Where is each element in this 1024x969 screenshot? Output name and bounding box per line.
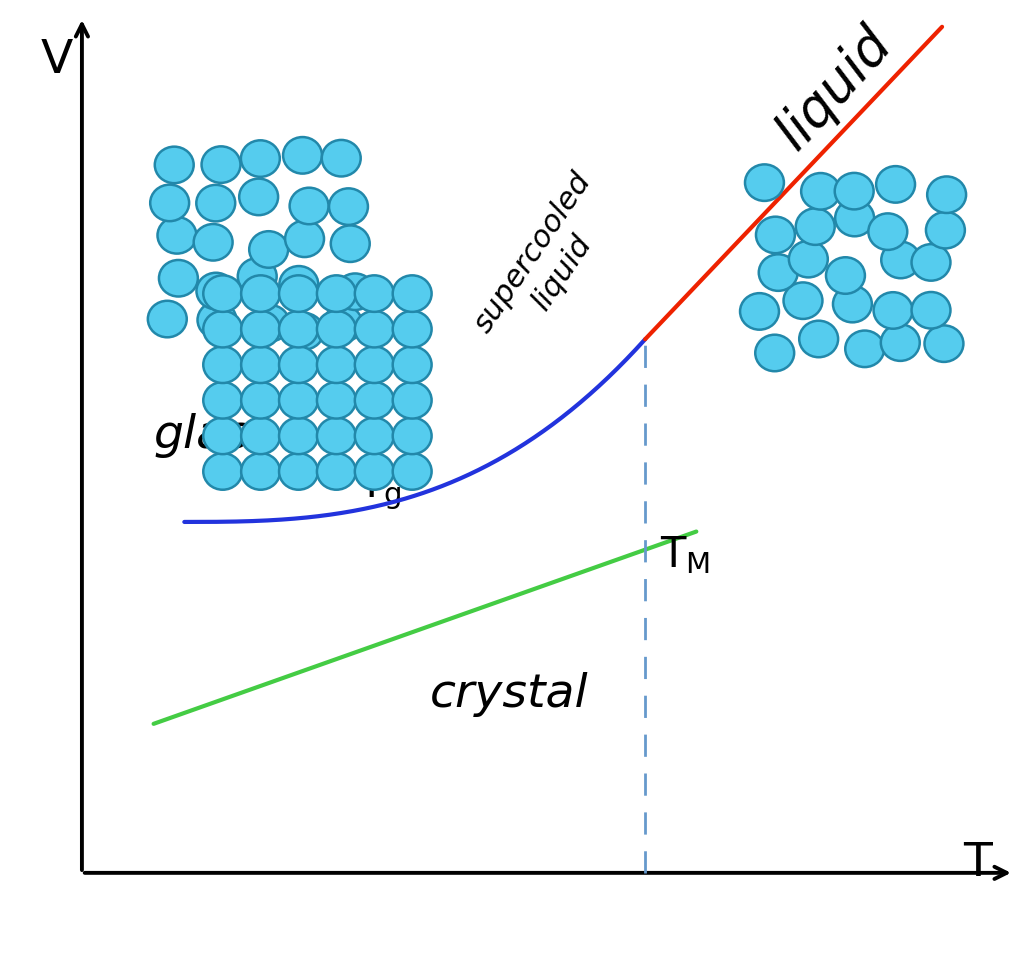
- Text: glass: glass: [154, 413, 275, 458]
- Circle shape: [911, 292, 950, 328]
- Circle shape: [354, 382, 393, 419]
- Circle shape: [242, 418, 281, 454]
- Circle shape: [835, 172, 873, 209]
- Circle shape: [801, 173, 840, 209]
- Circle shape: [393, 275, 432, 312]
- Circle shape: [788, 241, 827, 277]
- Text: crystal: crystal: [430, 672, 589, 717]
- Circle shape: [882, 241, 921, 278]
- Circle shape: [285, 313, 324, 350]
- Circle shape: [322, 140, 360, 176]
- Circle shape: [285, 221, 324, 257]
- Circle shape: [242, 382, 281, 419]
- Circle shape: [845, 330, 884, 367]
- Circle shape: [279, 347, 318, 383]
- Circle shape: [155, 146, 194, 183]
- Text: T$_\mathregular{M}$: T$_\mathregular{M}$: [660, 535, 711, 577]
- Circle shape: [756, 334, 795, 371]
- Circle shape: [241, 141, 280, 176]
- Circle shape: [158, 217, 197, 254]
- Circle shape: [783, 282, 822, 319]
- Circle shape: [151, 185, 189, 221]
- Circle shape: [925, 326, 964, 361]
- Circle shape: [836, 200, 874, 236]
- Circle shape: [240, 178, 279, 215]
- Circle shape: [354, 275, 393, 312]
- Circle shape: [279, 382, 318, 419]
- Circle shape: [197, 185, 236, 221]
- Circle shape: [756, 217, 795, 253]
- Circle shape: [203, 311, 242, 348]
- Text: T: T: [964, 841, 992, 886]
- Circle shape: [283, 137, 322, 173]
- Circle shape: [881, 325, 920, 360]
- Circle shape: [331, 226, 370, 262]
- Text: T$_\mathregular{g}$: T$_\mathregular{g}$: [358, 464, 402, 512]
- Circle shape: [354, 418, 393, 454]
- Circle shape: [354, 347, 393, 383]
- Circle shape: [203, 418, 242, 454]
- Circle shape: [317, 347, 356, 383]
- Circle shape: [329, 188, 368, 225]
- Circle shape: [317, 275, 356, 312]
- Circle shape: [826, 257, 865, 294]
- Circle shape: [393, 453, 432, 489]
- Circle shape: [203, 347, 242, 383]
- Circle shape: [198, 301, 237, 338]
- Circle shape: [740, 294, 779, 329]
- Circle shape: [393, 311, 432, 348]
- Circle shape: [393, 347, 432, 383]
- Circle shape: [242, 453, 281, 489]
- Circle shape: [279, 453, 318, 489]
- Circle shape: [911, 244, 950, 281]
- Circle shape: [147, 300, 186, 337]
- Circle shape: [279, 311, 318, 348]
- Circle shape: [877, 166, 915, 203]
- Circle shape: [317, 453, 356, 489]
- Circle shape: [745, 165, 784, 201]
- Circle shape: [393, 418, 432, 454]
- Circle shape: [242, 347, 281, 383]
- Circle shape: [251, 305, 290, 341]
- Circle shape: [759, 254, 798, 291]
- Circle shape: [868, 213, 907, 250]
- Circle shape: [197, 272, 236, 309]
- Circle shape: [799, 321, 838, 358]
- Circle shape: [194, 224, 232, 261]
- Circle shape: [873, 293, 912, 328]
- Circle shape: [354, 453, 393, 489]
- Circle shape: [796, 208, 835, 245]
- Circle shape: [280, 266, 318, 302]
- Text: V: V: [40, 38, 73, 83]
- Circle shape: [317, 311, 356, 348]
- Circle shape: [249, 232, 288, 267]
- Circle shape: [279, 418, 318, 454]
- Circle shape: [317, 382, 356, 419]
- Circle shape: [242, 275, 281, 312]
- Circle shape: [203, 275, 242, 312]
- Circle shape: [279, 275, 318, 312]
- Circle shape: [203, 382, 242, 419]
- Text: liquid: liquid: [767, 18, 902, 160]
- Circle shape: [202, 146, 241, 183]
- Circle shape: [159, 260, 198, 297]
- Circle shape: [926, 212, 965, 248]
- Circle shape: [354, 311, 393, 348]
- Circle shape: [324, 305, 362, 342]
- Circle shape: [833, 286, 871, 323]
- Circle shape: [317, 418, 356, 454]
- Circle shape: [203, 453, 242, 489]
- Circle shape: [242, 311, 281, 348]
- Text: supercooled
liquid: supercooled liquid: [469, 167, 627, 358]
- Circle shape: [336, 273, 375, 310]
- Circle shape: [393, 382, 432, 419]
- Circle shape: [238, 258, 276, 295]
- Circle shape: [927, 176, 966, 213]
- Circle shape: [290, 188, 329, 224]
